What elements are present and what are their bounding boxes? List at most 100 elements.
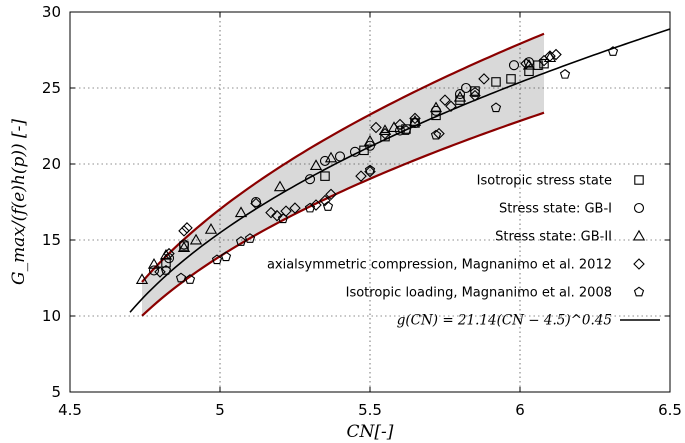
data-point-pentagon <box>490 102 502 113</box>
data-point-circle <box>409 117 421 129</box>
data-point-triangle <box>234 206 248 218</box>
grid <box>70 12 670 392</box>
data-point-square <box>539 58 549 69</box>
data-point-pentagon <box>211 254 223 265</box>
y-tick-label: 25 <box>42 79 61 97</box>
data-point-triangle <box>177 241 191 253</box>
data-point-circle <box>148 265 160 276</box>
legend: Isotropic stress state Stress state: GB-I… <box>267 174 660 329</box>
data-point-diamond <box>310 199 322 211</box>
data-point-pentagon <box>160 265 172 275</box>
data-point-circle <box>394 125 406 136</box>
data-point-triangle <box>378 124 392 136</box>
data-point-diamond <box>265 206 277 219</box>
data-point-diamond <box>355 170 367 182</box>
data-point-diamond <box>250 197 262 210</box>
legend-label: axialsymmetric compression, Magnanimo et… <box>267 258 612 273</box>
data-point-diamond <box>289 202 301 214</box>
data-point-diamond <box>325 188 337 201</box>
data-point-circle <box>523 57 535 68</box>
legend-label: Isotropic stress state <box>477 174 612 189</box>
legend-label-fit: g(CN) = 21.14(CN − 4.5)^0.45 <box>397 313 612 329</box>
data-point-diamond <box>163 247 175 260</box>
series-triangle <box>135 51 557 284</box>
data-point-triangle <box>135 273 149 284</box>
data-point-diamond <box>364 165 376 178</box>
x-tick-label: 5 <box>215 401 225 419</box>
series-pentagon <box>160 46 619 284</box>
data-point-diamond <box>271 209 283 222</box>
legend-marker-triangle <box>632 229 646 241</box>
band-lower-bound <box>141 111 545 317</box>
data-point-circle <box>454 89 466 100</box>
data-point-pentagon <box>175 272 187 283</box>
legend-marker-pentagon <box>633 286 645 297</box>
data-point-triangle <box>363 134 377 146</box>
data-point-triangle <box>273 180 287 192</box>
x-tick-label: 6 <box>515 401 525 419</box>
data-point-square <box>506 74 516 84</box>
data-point-triangle <box>189 233 203 245</box>
x-axis-title: CN[-] <box>347 422 394 442</box>
band-upper-bound <box>141 32 545 283</box>
data-point-diamond <box>445 100 457 113</box>
data-point-pentagon <box>220 251 232 262</box>
y-tick-label: 5 <box>51 383 61 401</box>
data-point-triangle <box>147 258 161 269</box>
y-axis-title: G_max/(f(e)h(p)) [-] <box>9 119 29 285</box>
data-point-diamond <box>178 225 190 237</box>
data-point-diamond <box>409 112 421 125</box>
data-point-triangle <box>204 223 218 234</box>
legend-label: Isotropic loading, Magnanimo et al. 2008 <box>346 286 612 301</box>
data-point-triangle <box>309 159 323 170</box>
data-point-pentagon <box>430 129 442 140</box>
data-point-diamond <box>439 94 451 106</box>
x-tick-label: 4.5 <box>58 401 82 419</box>
data-point-diamond <box>379 127 391 140</box>
data-point-diamond <box>394 118 406 131</box>
data-point-square <box>380 131 390 142</box>
axes: 4.5 5 5.5 6 6.551015202530CN[-]G_max/(f(e)h(… <box>9 3 682 442</box>
data-point-circle <box>319 155 331 167</box>
y-tick-label: 20 <box>42 155 61 173</box>
legend-label: Stress state: GB-I <box>499 202 612 217</box>
plot-area <box>129 28 670 317</box>
data-point-circle <box>349 146 361 157</box>
data-point-triangle <box>453 90 467 102</box>
data-point-pentagon <box>244 233 256 243</box>
data-point-diamond <box>544 50 556 62</box>
data-point-square <box>320 171 330 181</box>
data-point-diamond <box>319 194 331 207</box>
data-point-circle <box>508 60 520 71</box>
data-point-triangle <box>522 58 536 70</box>
data-point-diamond <box>520 57 532 70</box>
data-point-pentagon <box>304 202 316 213</box>
data-point-circle <box>163 253 175 264</box>
data-point-circle <box>250 196 262 208</box>
data-point-diamond <box>370 121 382 134</box>
data-point-diamond <box>478 73 490 85</box>
data-point-pentagon <box>184 274 196 284</box>
data-point-triangle <box>387 121 401 132</box>
legend-marker-diamond <box>633 258 645 270</box>
x-tick-label: 5.5 <box>358 401 382 419</box>
legend-marker-square <box>634 175 644 185</box>
data-point-pentagon <box>277 213 289 224</box>
data-point-diamond <box>550 48 562 61</box>
data-point-circle <box>364 140 376 151</box>
data-point-pentagon <box>607 46 619 56</box>
y-tick-label: 15 <box>42 231 61 249</box>
y-tick-label: 10 <box>42 307 61 325</box>
data-point-square <box>533 60 543 70</box>
data-point-triangle <box>429 101 443 113</box>
data-point-pentagon <box>469 87 481 97</box>
x-tick-label: 6.5 <box>658 401 682 419</box>
data-point-pentagon <box>364 164 376 175</box>
data-point-square <box>491 77 501 87</box>
legend-marker-circle <box>633 202 645 214</box>
data-point-diamond <box>181 222 193 234</box>
data-point-triangle <box>159 248 173 260</box>
legend-label: Stress state: GB-II <box>495 230 612 245</box>
data-point-triangle <box>324 151 338 163</box>
